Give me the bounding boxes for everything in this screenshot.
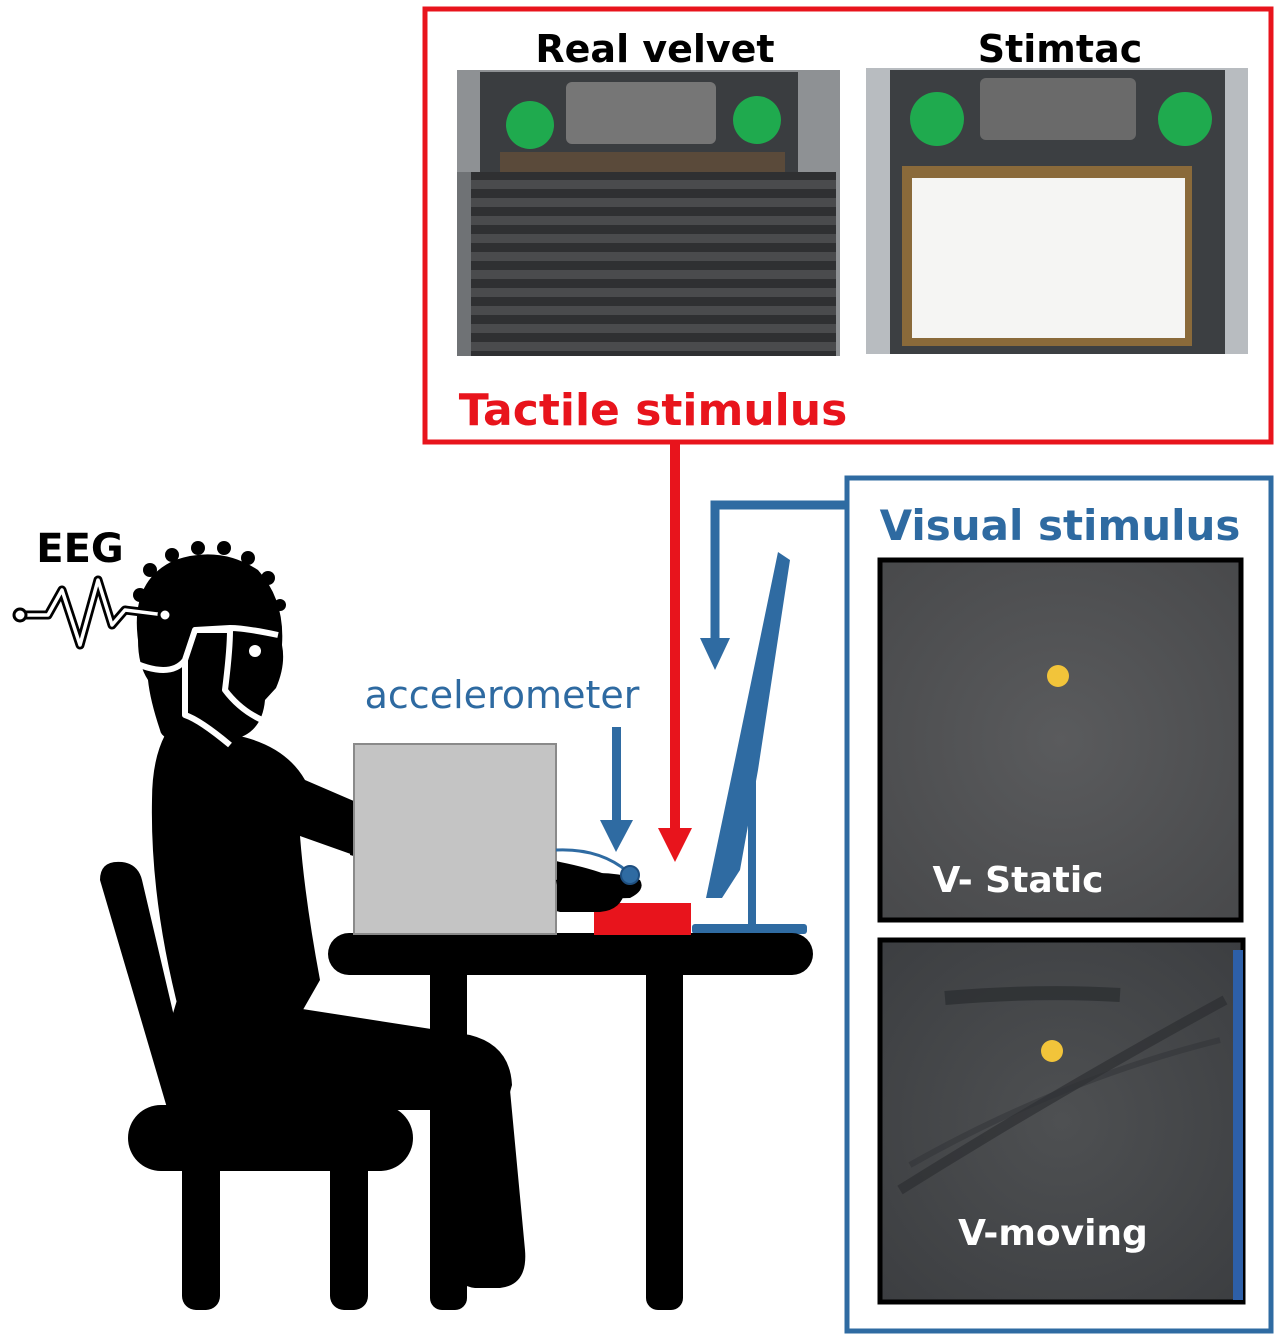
visual-stimulus-frame: [844, 475, 1274, 1334]
tactile-stimulus-title: Tactile stimulus: [459, 385, 848, 436]
eeg-cap-icon: [126, 625, 279, 748]
green-marker-icon: [910, 92, 964, 146]
real-velvet-photo: [457, 70, 840, 356]
v-static-screen: V- Static: [877, 557, 1244, 923]
green-marker-icon: [733, 96, 781, 144]
target-dot-icon: [1047, 665, 1069, 687]
accelerometer-sensor: [555, 848, 640, 885]
visual-stimulus-title: Visual stimulus: [880, 501, 1241, 550]
eeg-label: EEG: [36, 526, 123, 572]
laptop-icon: [353, 743, 557, 935]
accelerometer-label: accelerometer: [365, 673, 640, 717]
stimtac-photo: [866, 68, 1248, 354]
accelerometer-arrow: [600, 727, 633, 852]
visual-arrow: [700, 500, 847, 670]
v-moving-screen: V-moving: [877, 937, 1246, 1305]
stimtac-label: Stimtac: [978, 27, 1143, 71]
eeg-signal-icon: [12, 575, 173, 650]
target-dot-icon: [1041, 1040, 1063, 1062]
eye-icon: [249, 645, 261, 657]
eeg-electrode-icons: [133, 541, 286, 611]
tactile-arrow: [658, 444, 692, 862]
v-static-label: V- Static: [932, 860, 1103, 901]
green-marker-icon: [506, 101, 554, 149]
v-moving-label: V-moving: [958, 1213, 1148, 1254]
monitor-icon: [692, 552, 807, 934]
hand-icon: [556, 873, 642, 900]
tactile-stimulus-frame: [422, 6, 1274, 445]
green-marker-icon: [1158, 92, 1212, 146]
real-velvet-label: Real velvet: [535, 27, 774, 71]
